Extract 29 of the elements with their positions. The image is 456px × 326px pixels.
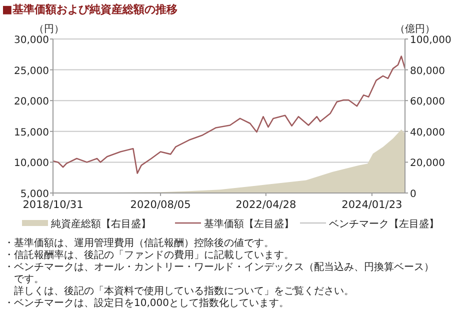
y-tick-label: 15,000 bbox=[14, 127, 49, 138]
y2-tick-label: 0 bbox=[410, 189, 416, 200]
y2-axis-title: （億円） bbox=[395, 23, 435, 35]
y2-tick-label: 20,000 bbox=[410, 158, 445, 170]
y2-tick-label: 60,000 bbox=[410, 96, 445, 108]
legend-label: 基準価額【左目盛】 bbox=[204, 218, 294, 230]
y-axis-title: （円） bbox=[34, 24, 64, 35]
y-tick-label: 10,000 bbox=[14, 158, 49, 170]
chart-title: ■基準価額および純資産総額の推移 bbox=[2, 3, 178, 16]
text: ・ベンチマークは、設定日を10,000として指数化しています。 bbox=[4, 297, 289, 309]
x-tick-label: 2022/04/28 bbox=[236, 199, 296, 211]
x-tick-label: 2018/10/31 bbox=[22, 199, 84, 211]
y2-tick-label: 100,000 bbox=[410, 35, 452, 46]
y-tick-label: 25,000 bbox=[14, 66, 49, 77]
x-tick-label: 2020/08/05 bbox=[130, 199, 191, 211]
line-series bbox=[52, 56, 406, 174]
x-tick-label: 2024/01/23 bbox=[342, 199, 402, 211]
text: ・ベンチマークは、オール・カントリー・ワールド・インデックス（配当込み、円換算ベース） bbox=[4, 261, 434, 273]
y2-tick-label: 40,000 bbox=[410, 127, 445, 138]
y2-tick-label: 80,000 bbox=[410, 66, 445, 77]
text: です。 bbox=[4, 274, 44, 285]
y-tick-label: 30,000 bbox=[14, 35, 49, 46]
y-tick-label: 5,000 bbox=[20, 189, 49, 200]
legend-label: 純資産総額【右目盛】 bbox=[51, 218, 151, 230]
text: 詳しくは、後記の「本資料で使用している指数について」をご覧ください。 bbox=[4, 285, 354, 297]
legend-label: ベンチマーク【左目盛】 bbox=[329, 218, 439, 230]
y-tick-label: 20,000 bbox=[14, 96, 49, 108]
text: ・信託報酬率は、後記の「ファンドの費用」に記載しています。 bbox=[4, 249, 294, 261]
text: ・基準価額は、運用管理費用（信託報酬）控除後の値です。 bbox=[4, 237, 274, 249]
